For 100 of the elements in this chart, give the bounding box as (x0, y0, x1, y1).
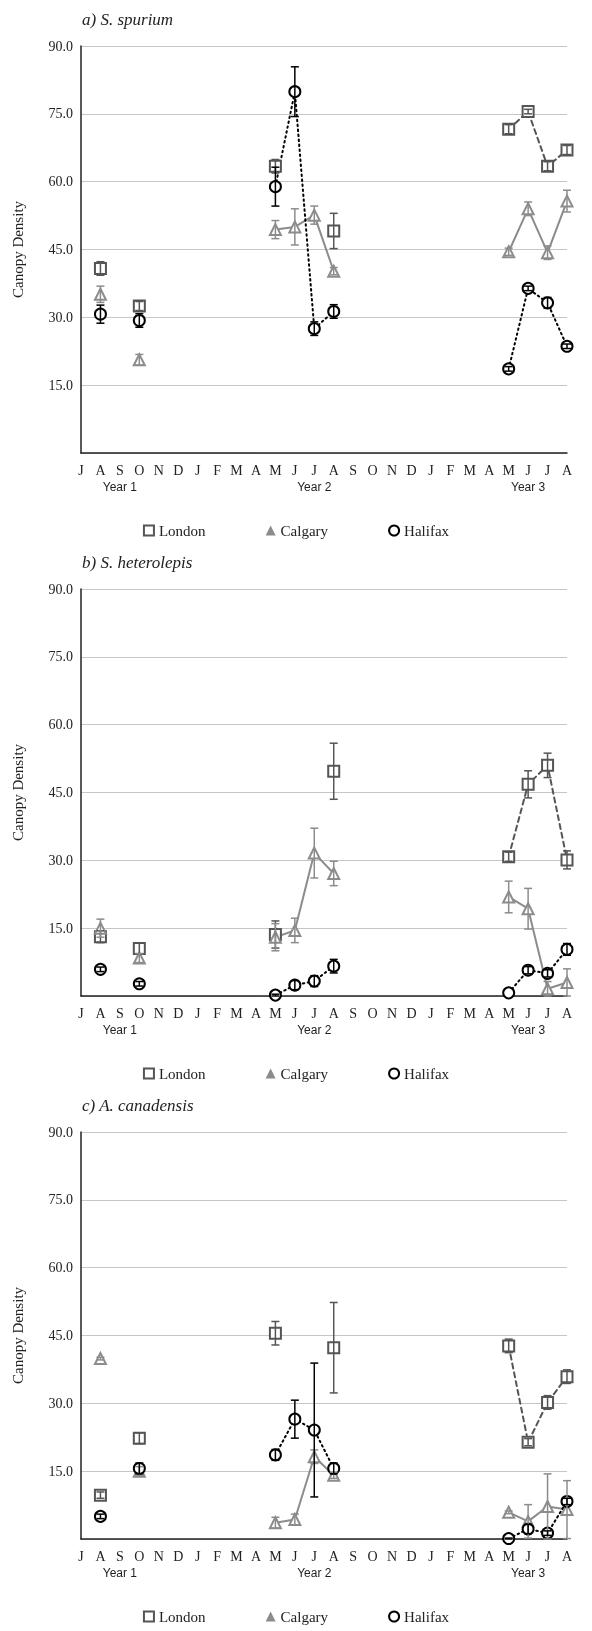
x-tick-label: A (250, 1548, 262, 1564)
x-tick-label: J (194, 1548, 201, 1564)
chart-title: c) A. canadensis (82, 1096, 194, 1115)
x-tick-label: M (463, 462, 477, 478)
y-tick-label: 45.0 (48, 242, 73, 257)
x-tick-label: M (502, 1005, 516, 1021)
chart-title: a) S. spurium (82, 10, 174, 29)
y-tick-label: 30.0 (48, 1395, 73, 1411)
x-tick-label: A (484, 1548, 496, 1564)
x-tick-label: D (173, 462, 184, 478)
y-tick-label: 60.0 (48, 717, 73, 733)
x-tick-label: O (367, 1005, 378, 1021)
x-tick-label: S (115, 1548, 124, 1564)
x-tick-label: A (328, 1548, 340, 1564)
x-tick-label: J (311, 1005, 318, 1021)
x-tick-label: J (428, 1548, 435, 1564)
x-tick-label: O (367, 462, 378, 478)
x-tick-label: O (134, 1548, 145, 1564)
y-tick-label: 75.0 (48, 1192, 73, 1208)
x-tick-label: J (311, 462, 318, 478)
legend-label: Halifax (404, 1065, 450, 1082)
x-tick-label: A (484, 462, 496, 478)
x-tick-label: O (367, 1548, 378, 1564)
x-tick-label: M (502, 462, 516, 478)
x-tick-label: A (561, 462, 573, 478)
x-tick-label: J (525, 1548, 532, 1564)
y-axis-title: Canopy Density (9, 200, 26, 299)
x-tick-label: M (269, 462, 283, 478)
x-tick-label: O (134, 462, 145, 478)
chart-title: b) S. heterolepis (82, 553, 193, 572)
x-tick-label: J (428, 1005, 435, 1021)
x-tick-label: A (95, 1005, 107, 1021)
y-tick-label: 15.0 (48, 1463, 73, 1479)
x-tick-label: J (78, 462, 85, 478)
text: Year 2 (297, 1023, 332, 1037)
text: Year 1 (102, 480, 138, 494)
y-tick-label: 45.0 (48, 1328, 73, 1343)
x-tick-label: N (386, 462, 398, 478)
text: Year 3 (510, 1023, 546, 1037)
x-tick-label: M (230, 462, 244, 478)
y-axis-title: Canopy Density (9, 1286, 26, 1385)
y-tick-label: 90.0 (48, 1124, 73, 1140)
x-tick-label: J (292, 1005, 299, 1021)
legend-label: Halifax (404, 522, 450, 539)
x-tick-label: S (349, 1548, 358, 1564)
x-tick-label: J (544, 1005, 551, 1021)
x-tick-label: A (95, 462, 107, 478)
y-tick-label: 90.0 (48, 38, 73, 54)
x-tick-label: D (406, 462, 417, 478)
legend-label: London (158, 522, 207, 539)
x-tick-label: J (194, 1005, 201, 1021)
x-tick-label: F (446, 1548, 455, 1564)
legend-label: London (158, 1065, 207, 1082)
x-tick-label: D (406, 1548, 417, 1564)
x-tick-label: F (213, 1548, 222, 1564)
legend-label: Calgary (280, 1608, 329, 1625)
x-tick-label: F (213, 1005, 222, 1021)
x-tick-label: J (194, 462, 201, 478)
x-tick-label: A (561, 1005, 573, 1021)
y-tick-label: 45.0 (48, 785, 73, 800)
x-tick-label: A (95, 1548, 107, 1564)
text: Year 2 (297, 1566, 332, 1580)
legend-label: Calgary (280, 522, 329, 539)
legend-label: Calgary (280, 1065, 329, 1082)
x-tick-label: A (328, 462, 340, 478)
x-tick-label: M (269, 1548, 283, 1564)
x-tick-label: A (484, 1005, 496, 1021)
x-tick-label: S (349, 1005, 358, 1021)
x-tick-label: A (561, 1548, 573, 1564)
y-axis-title: Canopy Density (9, 743, 26, 842)
y-tick-label: 30.0 (48, 309, 73, 325)
x-tick-label: J (78, 1005, 85, 1021)
x-tick-label: N (153, 1548, 164, 1564)
y-tick-label: 75.0 (48, 106, 73, 122)
y-tick-label: 75.0 (48, 649, 73, 665)
x-tick-label: F (213, 462, 222, 478)
x-tick-label: F (446, 462, 455, 478)
x-tick-label: M (463, 1005, 477, 1021)
x-tick-label: O (134, 1005, 145, 1021)
x-tick-label: M (463, 1548, 477, 1564)
x-tick-label: M (230, 1005, 244, 1021)
y-tick-label: 30.0 (48, 852, 73, 868)
y-tick-label: 15.0 (48, 377, 73, 393)
y-tick-label: 60.0 (48, 1260, 73, 1276)
x-tick-label: A (328, 1005, 340, 1021)
x-tick-label: A (250, 1005, 262, 1021)
x-tick-label: M (502, 1548, 516, 1564)
x-tick-label: S (115, 1005, 124, 1021)
x-tick-label: A (250, 462, 262, 478)
x-tick-label: J (544, 1548, 551, 1564)
x-tick-label: D (173, 1548, 184, 1564)
x-tick-label: M (230, 1548, 244, 1564)
y-tick-label: 60.0 (48, 174, 73, 190)
y-tick-label: 90.0 (48, 581, 73, 597)
x-tick-label: J (292, 462, 299, 478)
legend-label: Halifax (404, 1608, 450, 1625)
x-tick-label: N (386, 1005, 398, 1021)
text: Year 2 (297, 480, 332, 494)
x-tick-label: N (153, 1005, 164, 1021)
x-tick-label: N (153, 462, 164, 478)
